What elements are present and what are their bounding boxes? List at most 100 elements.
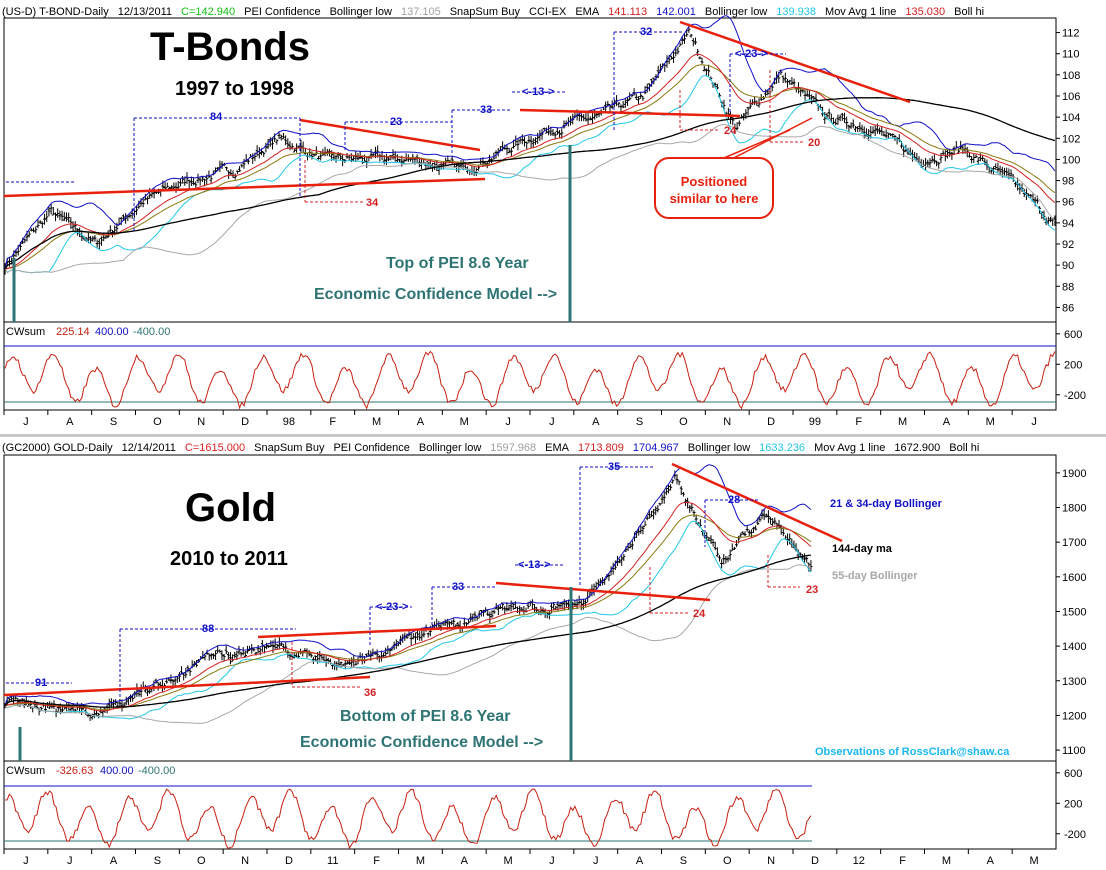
osc-name: CWsum [6,326,45,338]
price-bar [170,185,174,190]
price-bar [801,89,805,94]
cycle-count: 32 [640,26,652,38]
price-bar [498,605,502,610]
price-bar [105,704,109,714]
ema-34 [5,64,1056,270]
price-bar [14,696,18,700]
price-bar [547,609,551,620]
cycle-brackets [6,466,760,699]
month-label: N [197,416,205,428]
close: C=1615.000 [184,442,246,454]
ema-21 [4,53,1056,270]
month-label: J [549,416,555,428]
boll-label: 21 & 34-day Bollinger [830,498,943,510]
cycle-brackets-red [304,70,805,203]
price-bar [724,555,728,564]
price-bar [579,598,583,611]
month-label: A [943,416,951,428]
price-bar [345,660,349,665]
price-bar [507,147,511,154]
month-label: A [110,855,118,867]
price-bar [707,537,711,541]
big-title: T-Bonds [150,25,310,69]
price-bar [941,150,945,156]
pei-label: Bottom of PEI 8.6 Year [340,708,510,725]
price-bar [639,92,643,99]
cci: CCI-EX [529,6,567,18]
price-bar [928,158,932,169]
price-bar [948,150,952,157]
price-bar [509,147,513,157]
price-bar [691,38,695,47]
price-bar [303,148,307,155]
price-bar [139,684,143,698]
price-bar [678,42,682,47]
price-bar [228,651,232,665]
price-bar [523,136,527,147]
callout-text: Positioned [681,174,748,189]
month-label: O [679,416,688,428]
price-bar [843,112,847,123]
price-bar [650,78,654,87]
price-bar [834,118,838,126]
month-label: M [898,416,907,428]
panel-divider [0,434,1106,437]
y-tick-label: 1100 [1062,745,1086,757]
price-bar [452,618,456,627]
month-label: O [153,416,162,428]
month-label: M [942,855,951,867]
cycle-count: <-23-> [735,48,767,60]
price-bar [243,650,247,658]
price-bar [739,532,743,538]
price-bar [214,650,218,661]
osc-v3: -400.00 [138,765,175,777]
price-bar [623,97,627,108]
price-bar [32,227,36,233]
price-bar [418,631,422,641]
y-tick-label: 1800 [1062,503,1086,515]
price-bar [377,655,381,663]
ma-label: 144-day ma [832,543,893,555]
price-bar [932,154,936,165]
month-label: M [1029,855,1038,867]
price-bar [1005,167,1009,177]
price-bar [762,509,766,521]
price-bar [173,676,177,687]
price-bar [675,474,679,485]
y-tick-label: 110 [1062,49,1080,61]
bollow2-label: Bollinger low [687,442,751,454]
price-bar [769,516,773,525]
price-bar [588,116,592,121]
price-bar [43,213,47,225]
price-bar [641,525,645,535]
price-bar [317,156,321,160]
y-tick-label: 1900 [1062,468,1086,480]
price-bar [58,210,62,221]
price-bar [450,620,454,626]
price-bar [981,155,985,162]
price-bar [286,138,290,150]
price-bar [270,138,274,150]
month-label: J [23,416,29,428]
tbond-panel: (US-D) T-BOND-Daily 12/13/2011 C=142.940 PE… [0,0,1106,434]
price-bar [23,238,27,244]
price-bar [196,173,200,184]
mavg-val: 135.030 [905,6,946,18]
price-bar [786,78,790,88]
price-bar [182,673,186,681]
price-bar [224,166,228,171]
y-tick-label: 104 [1062,112,1080,124]
price-bar [241,647,245,656]
price-bar [880,126,884,136]
price-bar [518,605,522,615]
y-tick-label: 106 [1062,91,1080,103]
price-bar [62,211,66,222]
price-bar [688,504,692,513]
price-bar [239,651,243,657]
month-label: F [899,855,906,867]
price-bar [851,119,855,129]
price-bar [273,638,277,650]
price-bar [810,94,814,105]
price-bar [405,633,409,639]
trendline [257,624,497,639]
